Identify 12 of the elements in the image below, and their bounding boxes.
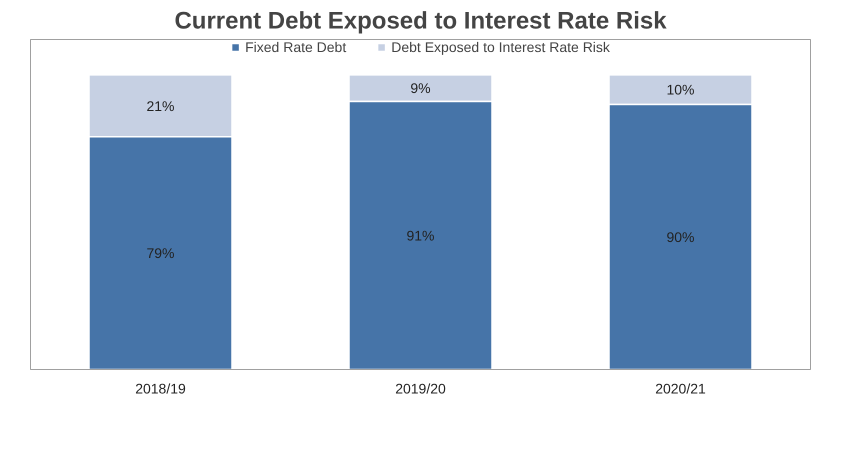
legend-label: Fixed Rate Debt <box>245 39 346 55</box>
x-tick-label: 2019/20 <box>395 380 446 396</box>
legend-label: Debt Exposed to Interest Rate Risk <box>391 39 610 55</box>
chart-title: Current Debt Exposed to Interest Rate Risk <box>174 8 668 34</box>
data-label: 90% <box>666 228 695 245</box>
x-tick-label: 2020/21 <box>655 380 706 396</box>
data-label: 79% <box>146 245 175 262</box>
data-label: 91% <box>406 227 435 244</box>
x-tick-label: 2018/19 <box>135 380 186 396</box>
data-label: 9% <box>410 80 431 96</box>
data-label: 10% <box>666 82 695 98</box>
data-label: 21% <box>146 98 175 114</box>
